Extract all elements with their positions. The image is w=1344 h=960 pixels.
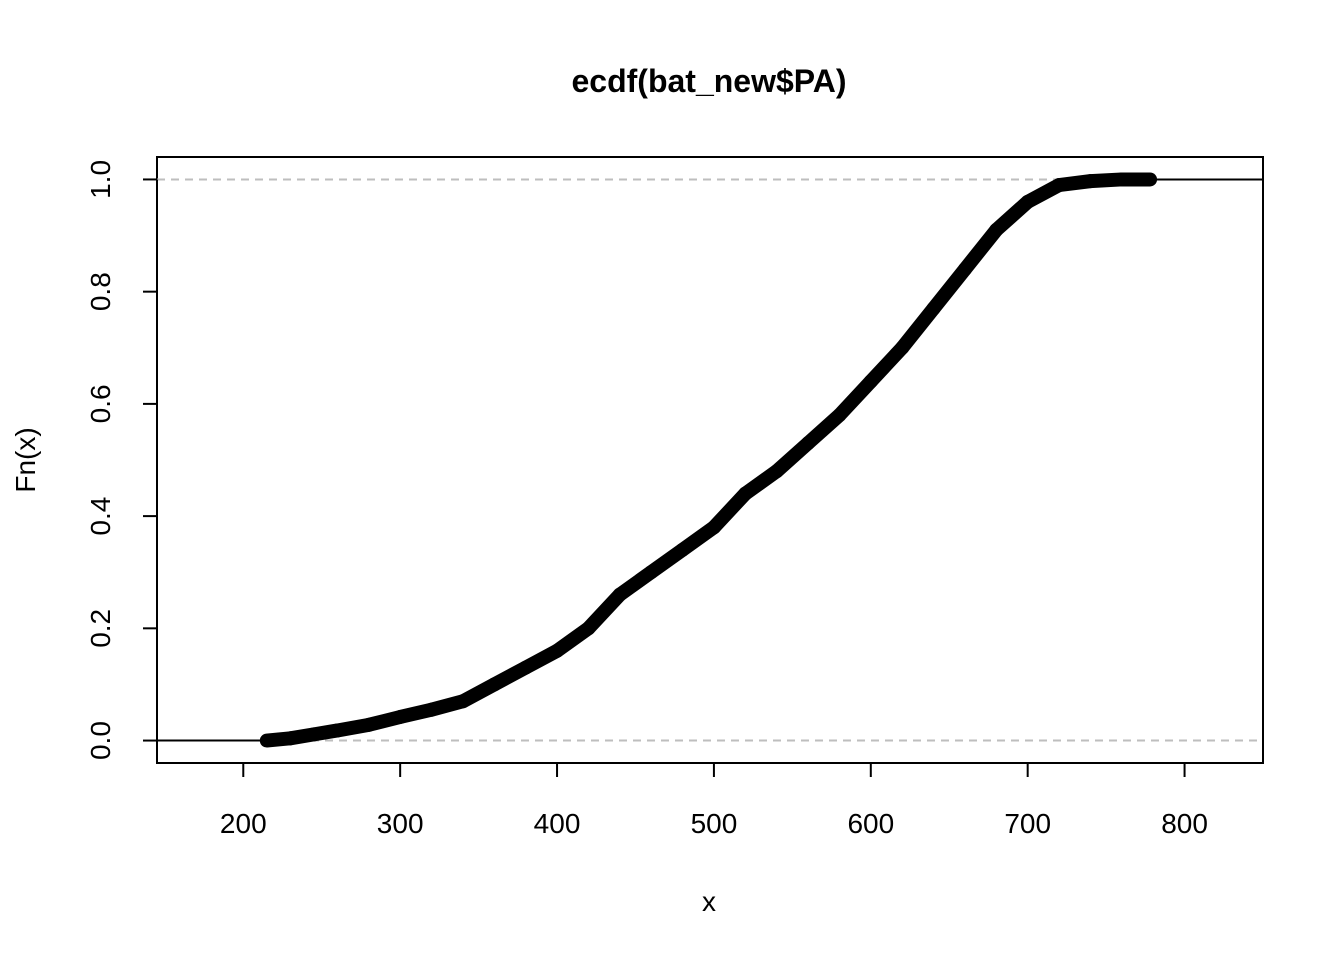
ecdf-point bbox=[582, 622, 595, 635]
ecdf-segment bbox=[832, 374, 878, 423]
ecdf-point bbox=[519, 661, 532, 674]
ecdf-point bbox=[770, 465, 783, 478]
ecdf-segment bbox=[863, 340, 910, 389]
ecdf-segment bbox=[989, 194, 1035, 237]
ecdf-series bbox=[157, 172, 1263, 748]
chart-title: ecdf(bat_new$PA) bbox=[571, 63, 846, 99]
ecdf-segment bbox=[801, 408, 847, 451]
ecdf-point bbox=[927, 302, 940, 315]
ecdf-point bbox=[456, 695, 469, 708]
ecdf-point bbox=[864, 375, 877, 388]
x-tick-label: 600 bbox=[847, 808, 894, 839]
x-axis-label: x bbox=[702, 886, 716, 917]
reference-lines bbox=[157, 178, 1263, 742]
y-axis-label: Fn(x) bbox=[10, 427, 41, 492]
x-tick-label: 300 bbox=[377, 808, 424, 839]
ecdf-point bbox=[1123, 173, 1136, 186]
x-tick-label: 200 bbox=[220, 808, 267, 839]
ecdf-point bbox=[1021, 195, 1034, 208]
ecdf-point bbox=[707, 521, 720, 534]
y-tick-label: 0.2 bbox=[85, 609, 116, 648]
ecdf-point bbox=[990, 223, 1003, 236]
ecdf-point bbox=[833, 409, 846, 422]
ecdf-point bbox=[284, 732, 297, 745]
x-axis: 200 300 400 500 600 700 800 bbox=[220, 762, 1208, 839]
y-tick-label: 0.6 bbox=[85, 384, 116, 423]
ecdf-point bbox=[802, 437, 815, 450]
ecdf-point bbox=[331, 724, 344, 737]
ecdf-point bbox=[394, 710, 407, 723]
ecdf-point bbox=[488, 678, 501, 691]
y-tick-label: 0.0 bbox=[85, 721, 116, 760]
ecdf-point bbox=[896, 341, 909, 354]
ecdf-point bbox=[1053, 179, 1066, 192]
ecdf-point bbox=[362, 718, 375, 731]
plot-frame bbox=[156, 156, 1264, 764]
ecdf-point bbox=[307, 728, 320, 741]
y-tick-label: 0.8 bbox=[85, 272, 116, 311]
x-tick-label: 800 bbox=[1161, 808, 1208, 839]
x-tick-label: 500 bbox=[691, 808, 738, 839]
ecdf-segment bbox=[957, 222, 1004, 277]
ecdf-point bbox=[958, 263, 971, 276]
ecdf-point bbox=[739, 487, 752, 500]
ecdf-point bbox=[613, 588, 626, 601]
ecdf-segment bbox=[706, 486, 753, 535]
ecdf-point bbox=[676, 543, 689, 556]
ecdf-point bbox=[551, 644, 564, 657]
y-axis: 0.0 0.2 0.4 0.6 0.8 1.0 bbox=[85, 160, 158, 760]
ecdf-segment bbox=[581, 587, 627, 636]
ecdf-point bbox=[645, 566, 658, 579]
ecdf-segment bbox=[769, 436, 816, 479]
x-tick-label: 400 bbox=[534, 808, 581, 839]
x-tick-label: 700 bbox=[1004, 808, 1051, 839]
ecdf-point bbox=[425, 703, 438, 716]
y-tick-label: 0.4 bbox=[85, 497, 116, 536]
ecdf-segment bbox=[895, 301, 941, 355]
ecdf-point bbox=[1084, 175, 1097, 188]
y-tick-label: 1.0 bbox=[85, 160, 116, 199]
ecdf-segment bbox=[926, 262, 972, 316]
